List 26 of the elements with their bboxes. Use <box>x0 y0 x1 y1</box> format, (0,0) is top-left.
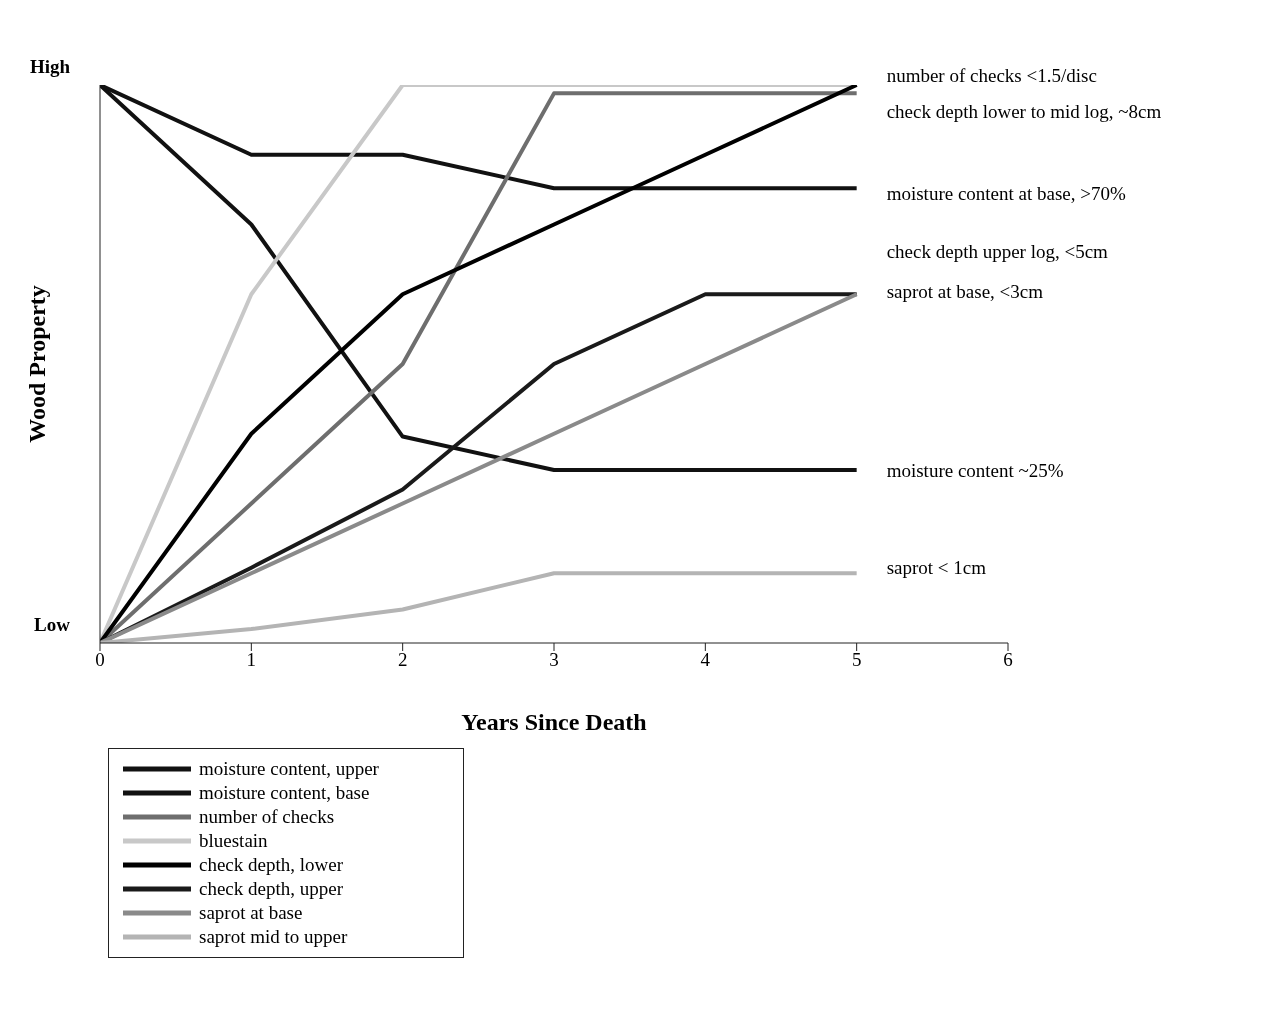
annotation: check depth upper log, <5cm <box>886 241 1109 262</box>
x-tick-label: 5 <box>851 649 862 671</box>
legend-label: moisture content, base <box>199 782 370 804</box>
legend-label: check depth, lower <box>199 854 344 876</box>
legend-label: saprot at base <box>199 902 303 924</box>
x-tick-label: 0 <box>95 649 105 671</box>
annotation: check depth lower to mid log, ~8cm <box>886 101 1162 122</box>
legend-label: number of checks <box>199 806 335 828</box>
annotation: moisture content at base, >70% <box>886 183 1127 204</box>
x-tick-label: 4 <box>700 649 711 671</box>
legend-label: bluestain <box>199 830 268 852</box>
text: Low <box>34 614 71 635</box>
y-axis-title: Wood Property <box>23 285 50 443</box>
x-tick-label: 2 <box>397 649 408 671</box>
annotation: moisture content ~25% <box>886 460 1064 481</box>
legend-label: saprot mid to upper <box>199 926 348 948</box>
x-tick-label: 3 <box>549 649 559 671</box>
legend-label: moisture content, upper <box>199 758 379 780</box>
legend-label: check depth, upper <box>199 878 344 900</box>
x-axis-title: Years Since Death <box>461 709 647 735</box>
x-tick-label: 1 <box>246 649 257 671</box>
annotation: saprot at base, <3cm <box>886 281 1044 302</box>
annotation: saprot < 1cm <box>886 557 987 578</box>
text: High <box>29 56 71 77</box>
annotation: number of checks <1.5/disc <box>886 65 1097 86</box>
x-tick-label: 6 <box>1003 649 1013 671</box>
